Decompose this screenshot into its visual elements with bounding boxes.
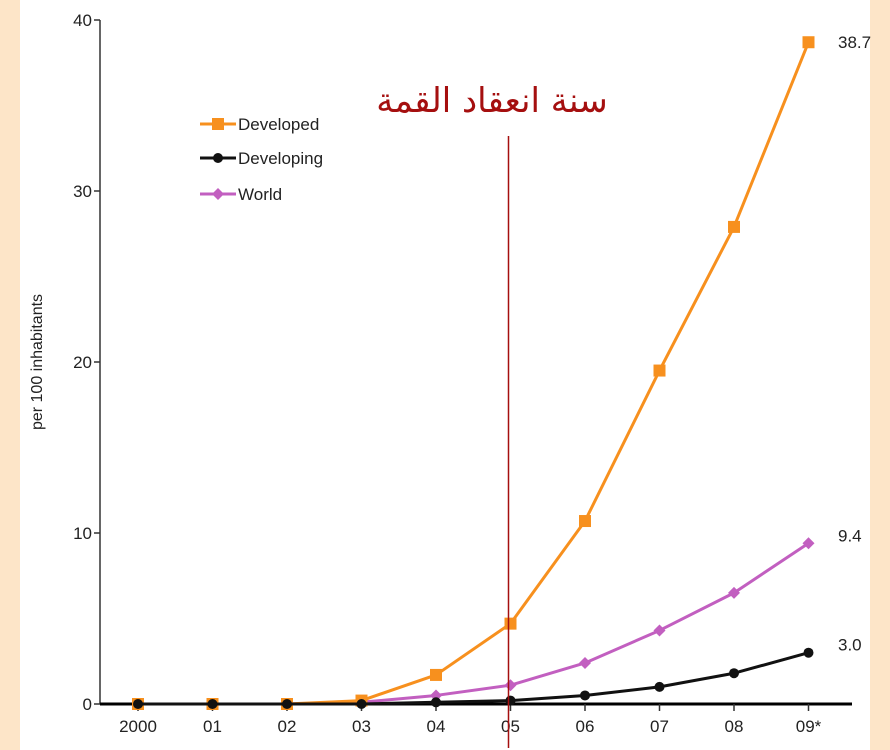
y-tick-label: 40 <box>73 11 92 30</box>
x-tick-label: 09* <box>796 717 822 736</box>
data-point-developed <box>802 36 815 49</box>
x-tick-label: 01 <box>203 717 222 736</box>
end-value-label: 9.4 <box>838 526 862 545</box>
x-tick-label: 05 <box>501 717 520 736</box>
y-tick-label: 10 <box>73 524 92 543</box>
x-tick-label: 03 <box>352 717 371 736</box>
chart-panel <box>20 0 870 750</box>
legend-marker-developing <box>213 153 223 163</box>
end-value-label: 38.7 <box>838 33 871 52</box>
data-point-developing <box>803 647 814 658</box>
legend-label-developing: Developing <box>238 149 323 168</box>
series-line-developing <box>138 651 809 706</box>
data-point-developing <box>431 697 441 708</box>
y-axis-label: per 100 inhabitants <box>29 294 46 430</box>
data-point-developing <box>356 699 367 709</box>
x-tick-label: 07 <box>650 717 669 736</box>
data-point-world <box>653 624 666 637</box>
data-point-developed <box>504 617 517 630</box>
data-point-developing <box>207 699 218 709</box>
data-point-world <box>504 679 517 692</box>
y-tick-label: 20 <box>73 353 92 372</box>
data-point-developing <box>654 681 665 692</box>
legend-label-developed: Developed <box>238 115 319 134</box>
data-point-developed <box>728 220 740 233</box>
y-tick-label: 30 <box>73 182 92 201</box>
data-point-world <box>579 656 591 669</box>
end-value-label: 3.0 <box>838 636 862 655</box>
data-point-world <box>802 537 815 550</box>
data-point-developed <box>653 364 666 377</box>
legend-marker-developed <box>212 118 224 130</box>
x-tick-label: 08 <box>725 717 744 736</box>
summit-annotation: سنة انعقاد القمة <box>376 81 608 121</box>
data-point-developing <box>133 699 143 709</box>
data-point-developing <box>282 699 292 709</box>
x-tick-label: 06 <box>576 717 595 736</box>
legend-label-world: World <box>238 185 282 204</box>
x-tick-label: 02 <box>278 717 297 736</box>
data-point-developed <box>430 668 442 681</box>
data-point-developing <box>580 690 590 701</box>
data-point-developing <box>729 668 739 679</box>
x-tick-label: 04 <box>427 717 446 736</box>
y-tick-label: 0 <box>83 695 92 714</box>
legend-marker-world <box>212 188 224 200</box>
data-point-developed <box>579 515 591 528</box>
data-point-world <box>728 586 740 599</box>
x-tick-label: 2000 <box>119 717 157 736</box>
data-point-developing <box>505 695 516 706</box>
